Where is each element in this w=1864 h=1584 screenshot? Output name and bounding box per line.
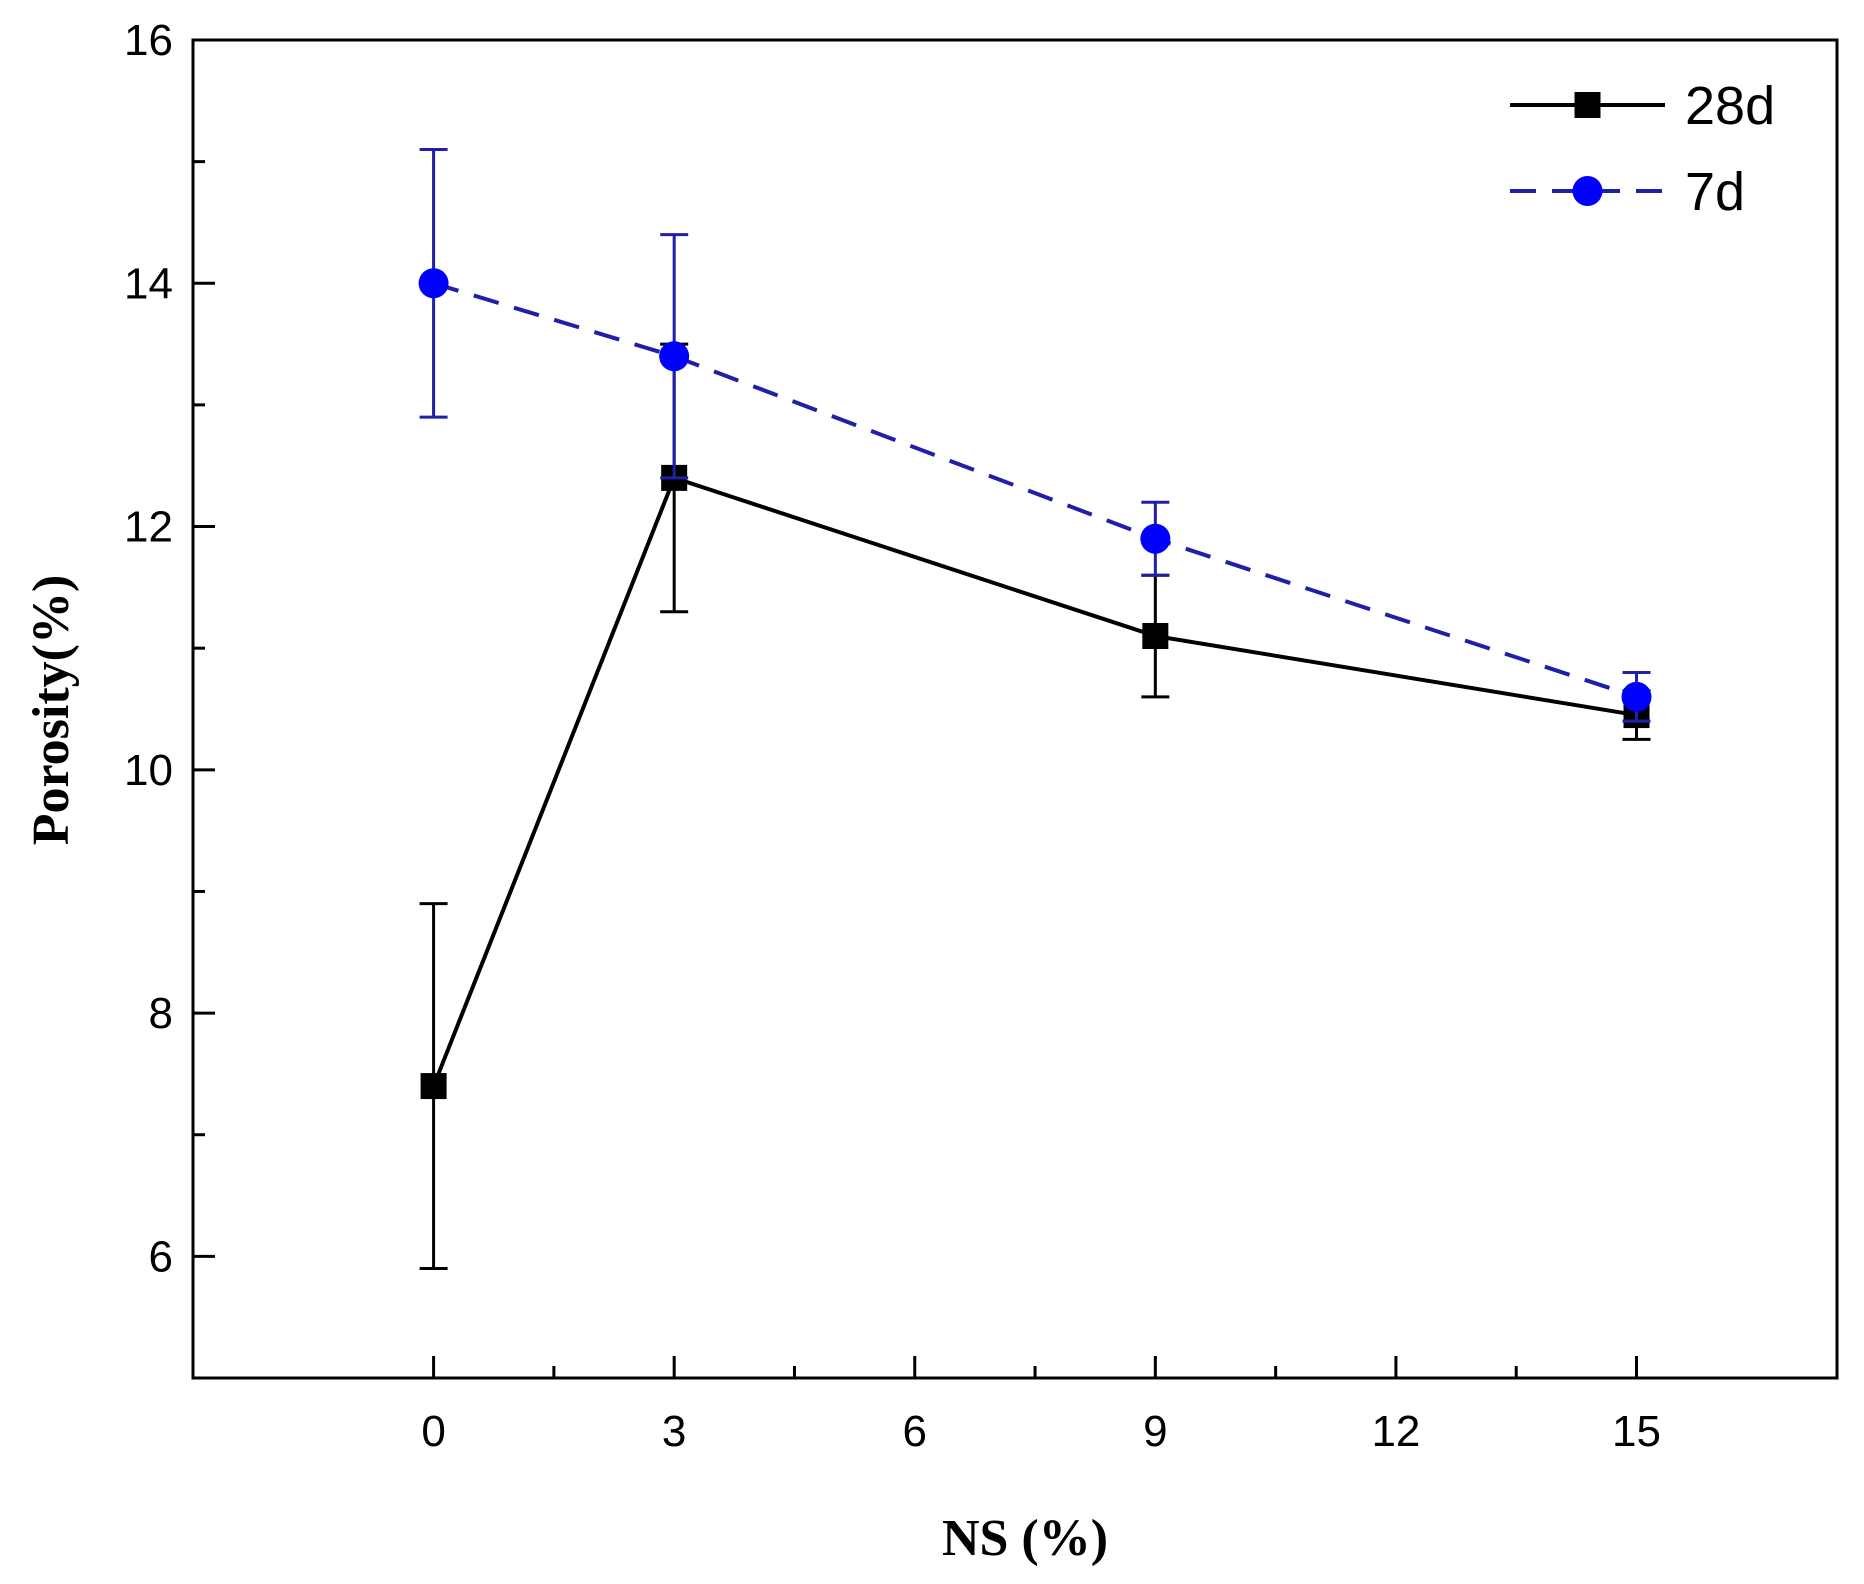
marker-7d-3 (659, 341, 690, 372)
x-axis-title: NS (%) (942, 1510, 1108, 1567)
legend-marker-7d (1572, 176, 1603, 206)
marker-28d-9 (1142, 623, 1169, 650)
marker-28d-0 (420, 1073, 447, 1100)
x-tick-label-15: 15 (1612, 1407, 1661, 1456)
legend-item-7d: 7d (1510, 162, 1745, 222)
x-tick-label-9: 9 (1143, 1407, 1167, 1456)
y-axis-title: Porosity(%) (23, 575, 80, 846)
marker-7d-9 (1140, 523, 1171, 554)
y-tick-label-14: 14 (124, 259, 173, 308)
y-tick-label-12: 12 (124, 503, 173, 552)
legend-item-28d: 28d (1510, 76, 1775, 136)
y-tick-label-8: 8 (149, 989, 173, 1038)
x-tick-label-0: 0 (421, 1407, 445, 1456)
legend-label-28d: 28d (1685, 76, 1775, 136)
marker-7d-15 (1621, 681, 1652, 712)
plot-frame (191, 38, 1839, 1380)
y-tick-label-10: 10 (124, 746, 173, 795)
x-tick-label-6: 6 (903, 1407, 927, 1456)
series-line-7d (433, 281, 1638, 699)
legend-marker-28d (1574, 92, 1601, 118)
series-line-28d (431, 475, 1637, 1087)
y-tick-label-6: 6 (149, 1232, 173, 1281)
legend-label-7d: 7d (1685, 162, 1745, 222)
y-tick-label-16: 16 (124, 16, 173, 65)
x-tick-label-12: 12 (1371, 1407, 1420, 1456)
marker-7d-0 (418, 268, 449, 299)
x-tick-label-3: 3 (662, 1407, 686, 1456)
